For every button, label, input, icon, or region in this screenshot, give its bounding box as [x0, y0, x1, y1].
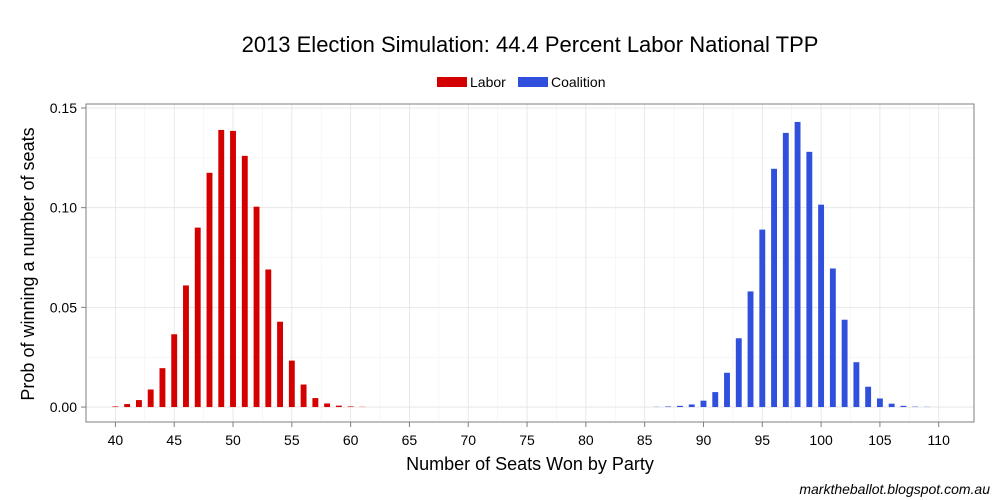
bar-labor-49	[218, 129, 225, 408]
footer-credit: marktheballot.blogspot.com.au	[799, 481, 990, 497]
bar-labor-57	[312, 398, 319, 408]
bar-labor-56	[300, 384, 307, 408]
legend-label-labor: Labor	[470, 74, 506, 90]
bar-coalition-93	[735, 338, 742, 408]
bar-labor-42	[135, 400, 142, 408]
y-axis: 0.00 0.05 0.10 0.15	[50, 100, 86, 415]
x-tick-label: 65	[402, 432, 418, 448]
y-tick-label: 0.10	[50, 200, 77, 216]
y-tick-label: 0.00	[50, 399, 77, 415]
y-tick-label: 0.15	[50, 100, 77, 116]
legend-label-coalition: Coalition	[551, 74, 605, 90]
bar-labor-46	[183, 285, 189, 408]
x-tick-label: 40	[108, 432, 124, 448]
bar-labor-45	[171, 334, 178, 408]
legend-key-coalition	[518, 77, 548, 87]
bar-labor-60	[347, 406, 354, 408]
bar-labor-53	[265, 269, 272, 408]
x-tick-label: 50	[225, 432, 241, 448]
plot-border	[85, 103, 975, 423]
bar-labor-51	[241, 155, 248, 408]
bar-coalition-105	[876, 398, 883, 408]
bar-labor-41	[124, 404, 131, 408]
x-tick-label: 100	[809, 432, 833, 448]
bar-coalition-87	[665, 406, 672, 408]
x-tick-label: 90	[696, 432, 712, 448]
legend: Labor Coalition	[437, 74, 605, 90]
chart-title: 2013 Election Simulation: 44.4 Percent L…	[242, 32, 819, 57]
bar-coalition-104	[865, 386, 872, 408]
bar-coalition-99	[806, 151, 813, 408]
x-axis-title: Number of Seats Won by Party	[406, 454, 654, 474]
bar-coalition-95	[759, 229, 766, 408]
x-tick-label: 75	[519, 432, 535, 448]
bar-labor-52	[253, 206, 260, 408]
bar-labor-50	[230, 130, 236, 408]
bar-coalition-91	[712, 392, 719, 408]
bar-labor-47	[194, 227, 201, 408]
bar-coalition-102	[841, 319, 848, 408]
x-tick-label: 55	[284, 432, 300, 448]
bar-coalition-106	[888, 403, 895, 408]
y-axis-title: Prob of winning a number of seats	[18, 127, 38, 400]
bar-coalition-103	[853, 362, 860, 408]
bar-labor-44	[159, 368, 166, 408]
bar-coalition-88	[677, 405, 683, 408]
x-tick-label: 110	[928, 432, 951, 448]
bar-coalition-89	[688, 404, 695, 408]
bar-coalition-96	[771, 168, 777, 408]
x-tick-label: 70	[460, 432, 476, 448]
bar-coalition-90	[700, 400, 707, 408]
legend-key-labor	[437, 77, 467, 87]
x-tick-label: 60	[343, 432, 359, 448]
x-tick-label: 105	[868, 432, 892, 448]
x-tick-label: 45	[166, 432, 182, 448]
bar-labor-54	[277, 321, 284, 408]
x-axis: 40 45 50 55 60 65 70 75 80 85 90 95 100 105 110	[108, 422, 950, 448]
bar-coalition-97	[782, 132, 789, 408]
x-tick-label: 80	[578, 432, 594, 448]
bar-labor-59	[335, 405, 342, 408]
bar-labor-55	[288, 360, 295, 408]
bar-coalition-101	[829, 268, 836, 408]
bar-coalition-100	[818, 204, 825, 408]
bar-labor-40	[112, 406, 119, 408]
plot-area	[85, 103, 975, 423]
bar-labor-58	[324, 403, 331, 408]
bar-labor-48	[206, 172, 213, 408]
bar-coalition-94	[747, 291, 754, 408]
bar-coalition-92	[724, 372, 730, 408]
bar-coalition-98	[794, 121, 801, 408]
bars	[112, 121, 930, 408]
y-tick-label: 0.05	[50, 299, 77, 315]
x-tick-label: 85	[637, 432, 653, 448]
bar-coalition-107	[900, 405, 907, 408]
x-tick-label: 95	[755, 432, 771, 448]
bar-labor-43	[147, 389, 154, 408]
